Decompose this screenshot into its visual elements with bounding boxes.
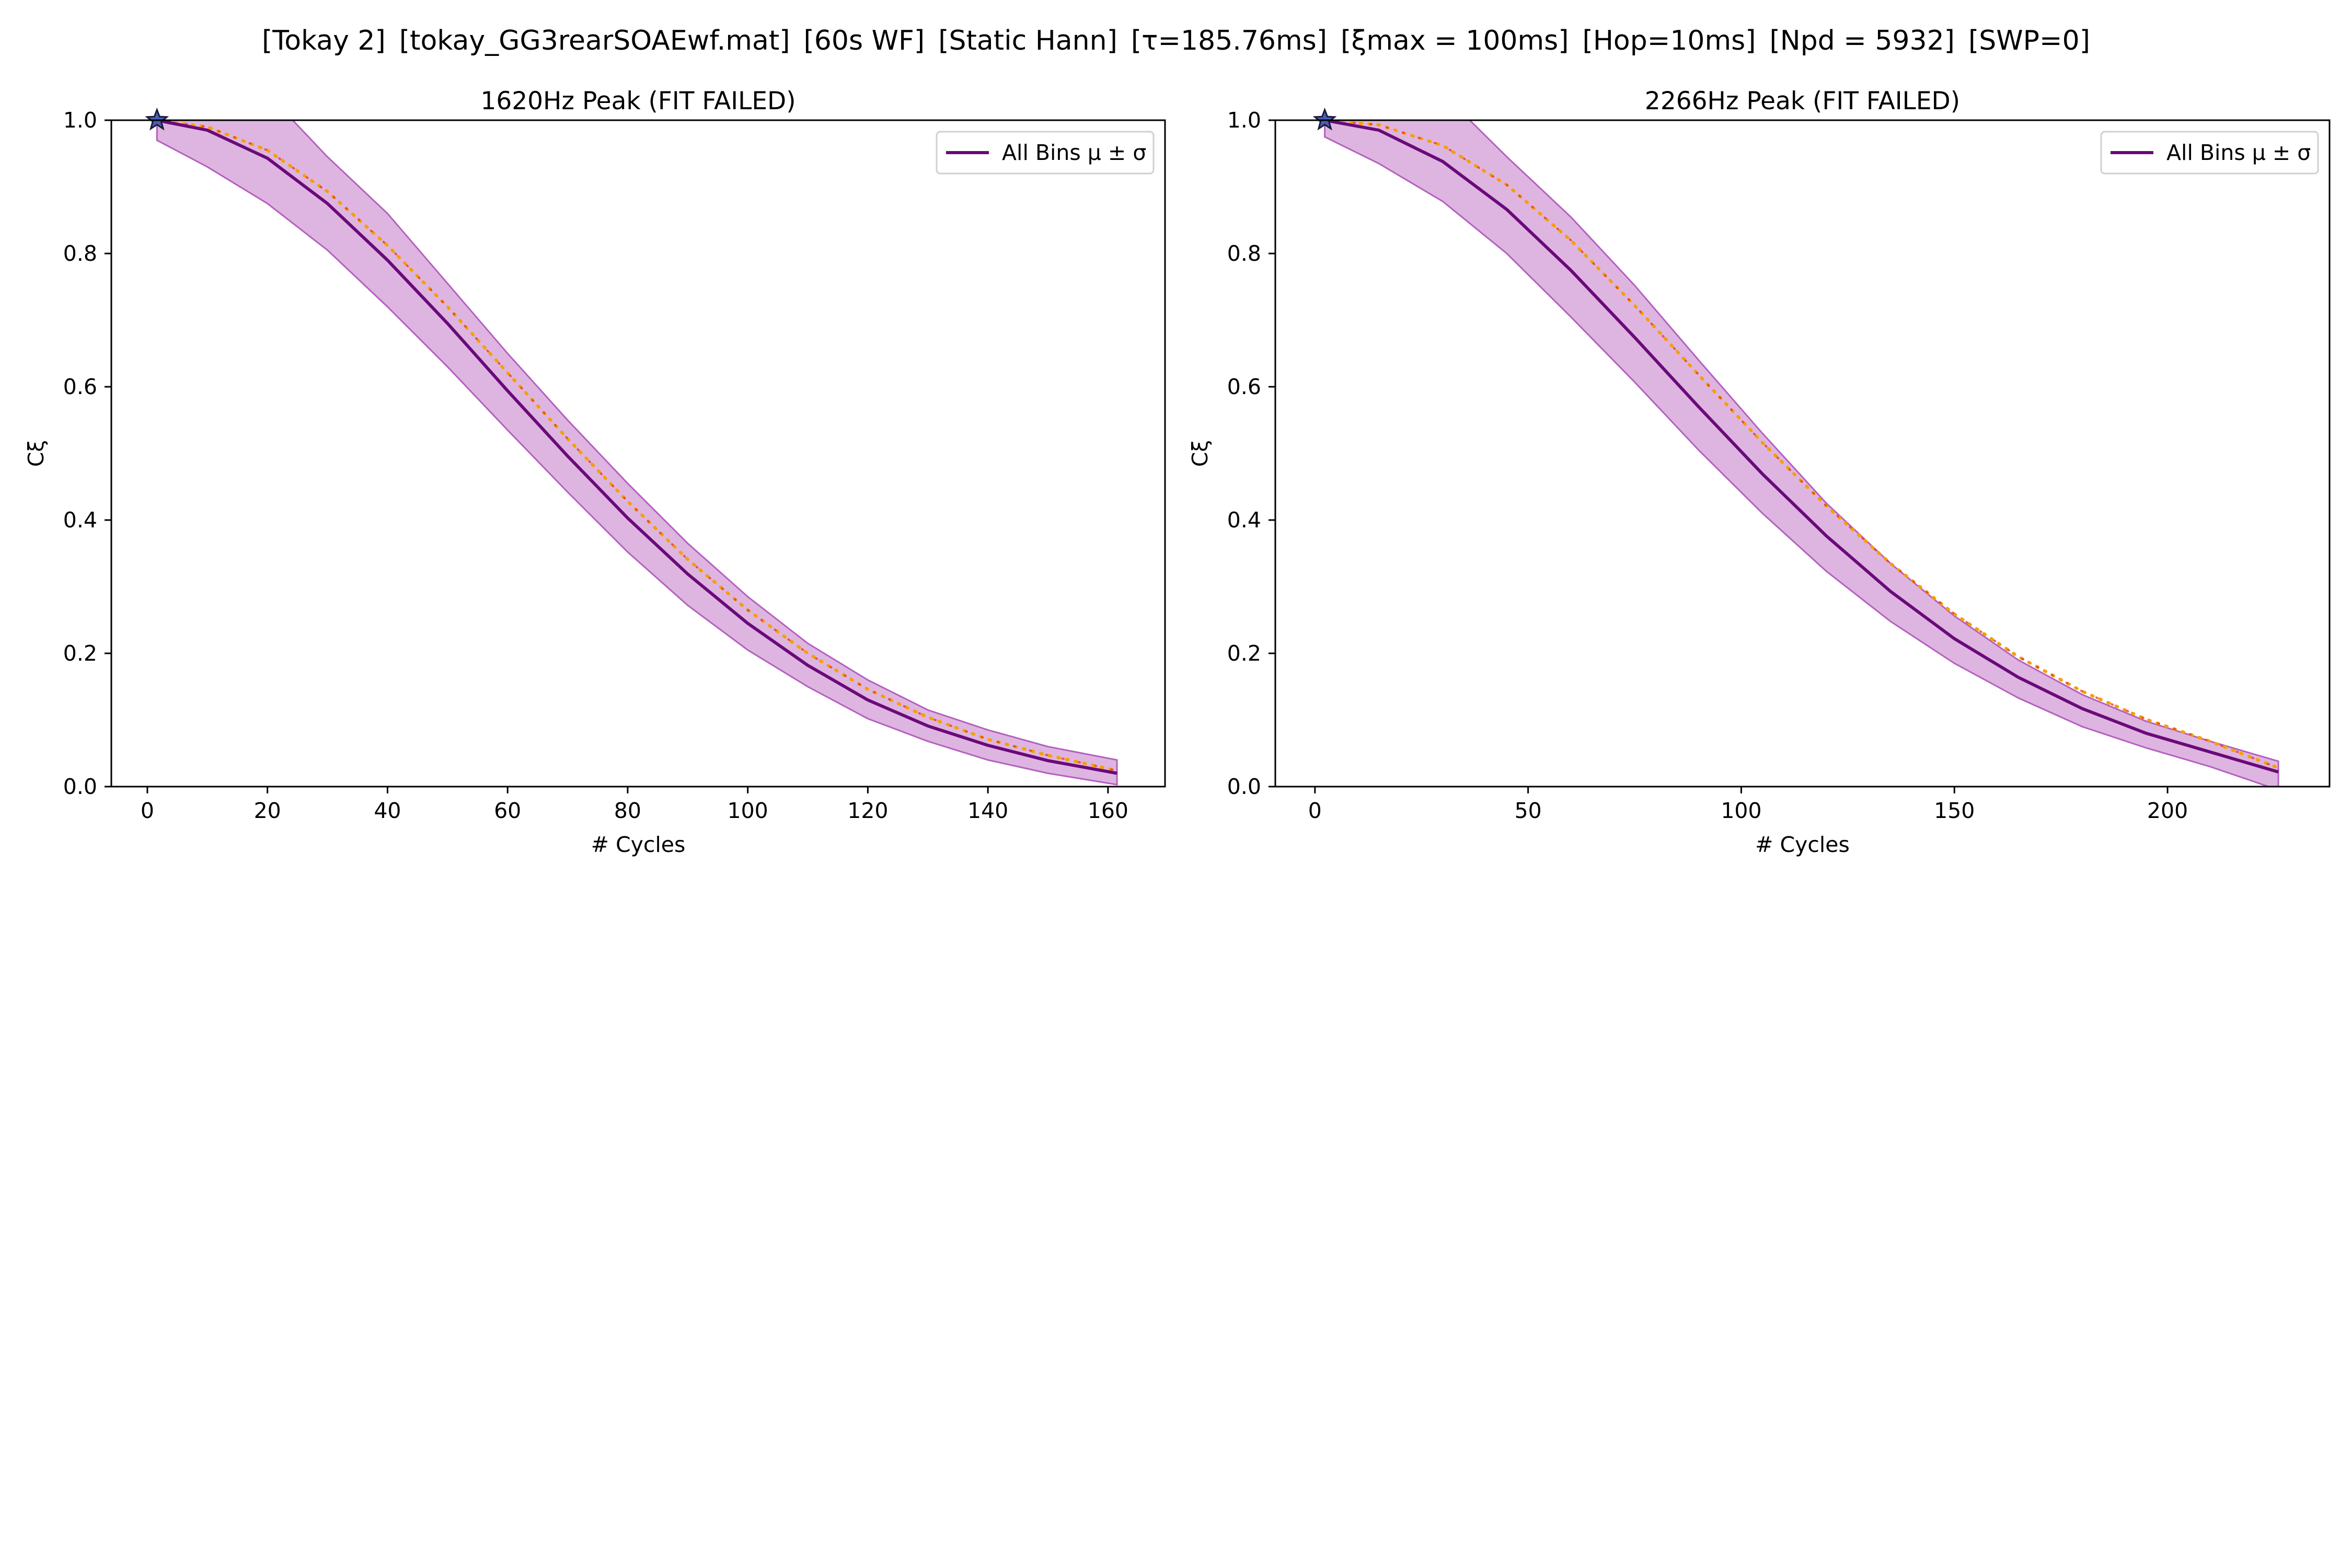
x-tick-label: 120 [847, 798, 888, 823]
mean-line [156, 120, 1117, 775]
x-axis-label: # Cycles [591, 832, 686, 857]
chart-title: 2266Hz Peak (FIT FAILED) [1645, 87, 1960, 116]
x-tick-label: 200 [2147, 798, 2188, 823]
y-tick-label: 0.0 [63, 774, 97, 799]
x-tick-label: 40 [374, 798, 401, 823]
legend-box [2100, 131, 2319, 175]
fit-curve [1323, 120, 2280, 770]
x-tick-label: 150 [1934, 798, 1975, 823]
suptitle-part-2: [60s WF] [804, 25, 925, 56]
x-axis-label: # Cycles [1755, 832, 1850, 857]
x-tick-label: 80 [614, 798, 641, 823]
legend: All Bins μ ± σ [2100, 131, 2319, 175]
suptitle-part-5: [ξmax = 100ms] [1341, 25, 1569, 56]
x-tick-label: 20 [254, 798, 281, 823]
suptitle-part-8: [SWP=0] [1968, 25, 2090, 56]
x-tick-label: 0 [141, 798, 154, 823]
suptitle-part-6: [Hop=10ms] [1583, 25, 1756, 56]
y-tick-label: 1.0 [1227, 108, 1261, 133]
suptitle-part-1: [tokay_GG3rearSOAEwf.mat] [399, 25, 790, 56]
y-axis-label: Cξ [24, 440, 49, 467]
chart-title: 1620Hz Peak (FIT FAILED) [480, 87, 795, 116]
axes-frame [1274, 119, 2331, 788]
y-tick-label: 0.2 [63, 641, 97, 666]
x-tick-label: 100 [728, 798, 768, 823]
y-tick-label: 0.4 [1227, 508, 1261, 533]
std-band [1324, 120, 2279, 787]
y-axis-label: Cξ [1187, 440, 1213, 467]
chart-1620hz-peak: 0 20 40 60 80 100 120 140 160 0.0 0.2 0.4 0.6 0.8 1.0 1… [24, 87, 1166, 857]
y-tick-label: 0.8 [63, 241, 97, 266]
y-tick-label: 0.6 [63, 374, 97, 399]
peak-star-marker [145, 107, 169, 131]
y-tick-label: 0.2 [1227, 641, 1261, 666]
legend: All Bins μ ± σ [936, 131, 1155, 175]
suptitle-part-7: [Npd = 5932] [1770, 25, 1955, 56]
figure-suptitle: [Tokay 2] [tokay_GG3rearSOAEwf.mat] [60s W… [262, 25, 2090, 56]
legend-label: All Bins μ ± σ [2166, 140, 2311, 165]
x-tick-label: 140 [967, 798, 1008, 823]
x-tick-label: 0 [1308, 798, 1322, 823]
plot-area [1323, 120, 2280, 787]
mean-line [1324, 120, 2279, 774]
y-tick-label: 0.6 [1227, 374, 1261, 399]
x-tick-label: 160 [1088, 798, 1128, 823]
x-tick-label: 100 [1721, 798, 1761, 823]
suptitle-part-4: [τ=185.76ms] [1131, 25, 1327, 56]
y-tick-label: 0.4 [63, 508, 97, 533]
legend-label: All Bins μ ± σ [1002, 140, 1146, 165]
chart-2266hz-peak: 0 50 100 150 200 0.0 0.2 0.4 0.6 0.8 1.0 2266Hz Pea… [1187, 87, 2331, 857]
suptitle-part-3: [Static Hann] [938, 25, 1117, 56]
fit-curve-overlay [156, 120, 1119, 772]
fit-curve [155, 120, 1119, 773]
y-tick-label: 1.0 [63, 108, 97, 133]
y-tick-label: 0.8 [1227, 241, 1261, 266]
peak-star-marker [1312, 107, 1337, 131]
y-tick-label: 0.0 [1227, 774, 1261, 799]
legend-box [936, 131, 1155, 175]
x-tick-label: 60 [494, 798, 521, 823]
plot-area [155, 120, 1119, 786]
suptitle-part-0: [Tokay 2] [262, 25, 386, 56]
std-band [156, 120, 1118, 786]
x-tick-label: 50 [1515, 798, 1542, 823]
axes-frame [110, 119, 1166, 788]
